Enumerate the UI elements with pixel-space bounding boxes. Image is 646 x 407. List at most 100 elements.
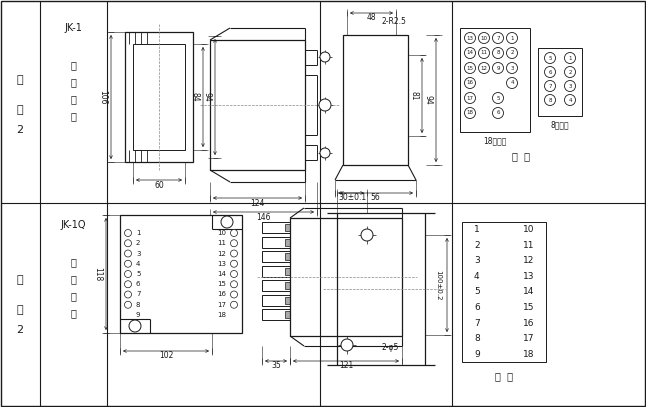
Circle shape <box>231 250 238 257</box>
Text: 3: 3 <box>474 256 480 265</box>
Circle shape <box>545 53 556 63</box>
Text: 48: 48 <box>367 13 377 22</box>
Circle shape <box>506 33 517 44</box>
Text: 4: 4 <box>510 81 514 85</box>
Circle shape <box>221 216 233 228</box>
Text: 8: 8 <box>496 50 500 55</box>
Text: 7: 7 <box>136 291 140 298</box>
Circle shape <box>464 77 475 88</box>
Circle shape <box>492 48 503 59</box>
Text: 附: 附 <box>17 75 23 85</box>
Circle shape <box>565 81 576 92</box>
Circle shape <box>464 63 475 74</box>
Text: 12: 12 <box>481 66 488 70</box>
Bar <box>125 32 193 162</box>
Text: 附: 附 <box>17 275 23 285</box>
Text: 2: 2 <box>474 241 479 250</box>
Text: 102: 102 <box>159 352 173 361</box>
Text: 2: 2 <box>568 70 572 74</box>
Circle shape <box>125 260 132 267</box>
Text: 图: 图 <box>17 305 23 315</box>
Bar <box>262 236 290 247</box>
Circle shape <box>125 250 132 257</box>
Circle shape <box>361 229 373 241</box>
Text: 16: 16 <box>523 319 534 328</box>
Bar <box>285 282 290 289</box>
Text: 15: 15 <box>217 281 226 287</box>
Text: 6: 6 <box>496 110 500 116</box>
Circle shape <box>125 271 132 278</box>
Circle shape <box>231 281 238 288</box>
Circle shape <box>464 107 475 118</box>
Bar <box>285 224 290 231</box>
Bar <box>262 295 290 306</box>
Circle shape <box>231 230 238 236</box>
Text: 1: 1 <box>136 230 140 236</box>
Bar <box>262 265 290 276</box>
Text: 4: 4 <box>136 261 140 267</box>
Text: 15: 15 <box>466 66 474 70</box>
Bar <box>285 267 290 274</box>
Circle shape <box>341 339 353 351</box>
Bar <box>285 239 290 245</box>
Bar <box>460 28 530 132</box>
Circle shape <box>565 94 576 105</box>
Text: 6: 6 <box>548 70 552 74</box>
Bar <box>120 215 242 333</box>
Text: 12: 12 <box>523 256 534 265</box>
Text: 11: 11 <box>481 50 488 55</box>
Text: 18: 18 <box>217 312 226 318</box>
Bar <box>210 40 305 170</box>
Text: 8: 8 <box>474 334 480 343</box>
Text: 17: 17 <box>466 96 474 101</box>
Circle shape <box>464 33 475 44</box>
Text: 35: 35 <box>271 361 281 370</box>
Circle shape <box>231 271 238 278</box>
Circle shape <box>492 33 503 44</box>
Text: 7: 7 <box>496 35 500 41</box>
Text: 线: 线 <box>70 308 76 318</box>
Text: 板: 板 <box>70 60 76 70</box>
Text: 30±0.1: 30±0.1 <box>338 193 366 203</box>
Text: 18: 18 <box>523 350 534 359</box>
Text: 12: 12 <box>217 250 226 256</box>
Text: 8: 8 <box>136 302 140 308</box>
Text: 100±0.2: 100±0.2 <box>435 270 441 300</box>
Text: 16: 16 <box>217 291 226 298</box>
Text: 13: 13 <box>466 35 474 41</box>
Text: 5: 5 <box>548 55 552 61</box>
Text: JK-1Q: JK-1Q <box>60 220 86 230</box>
Circle shape <box>506 63 517 74</box>
Text: 84: 84 <box>191 92 200 102</box>
Text: 前: 前 <box>70 274 76 284</box>
Text: 2-R2.5: 2-R2.5 <box>381 17 406 26</box>
Circle shape <box>125 281 132 288</box>
Text: 3: 3 <box>136 250 140 256</box>
Circle shape <box>479 48 490 59</box>
Text: 14: 14 <box>217 271 226 277</box>
Bar <box>262 251 290 262</box>
Bar <box>262 222 290 233</box>
Text: 后: 后 <box>70 77 76 87</box>
Text: 16: 16 <box>466 81 474 85</box>
Text: 17: 17 <box>217 302 226 308</box>
Circle shape <box>506 77 517 88</box>
Text: 14: 14 <box>466 50 474 55</box>
Bar <box>285 297 290 304</box>
Text: 11: 11 <box>217 240 226 246</box>
Text: 94: 94 <box>424 95 433 105</box>
Text: 图: 图 <box>17 105 23 115</box>
Text: 2-φ5: 2-φ5 <box>382 343 399 352</box>
Text: 10: 10 <box>481 35 488 41</box>
Text: 正  视: 正 视 <box>495 371 513 381</box>
Bar <box>343 35 408 165</box>
Bar <box>538 48 582 116</box>
Text: 6: 6 <box>474 303 480 312</box>
Text: 13: 13 <box>523 272 534 281</box>
Circle shape <box>320 148 330 158</box>
Circle shape <box>125 291 132 298</box>
Text: 8: 8 <box>548 98 552 103</box>
Text: 线: 线 <box>70 111 76 121</box>
Text: 118: 118 <box>94 267 103 281</box>
Text: 接: 接 <box>70 291 76 301</box>
